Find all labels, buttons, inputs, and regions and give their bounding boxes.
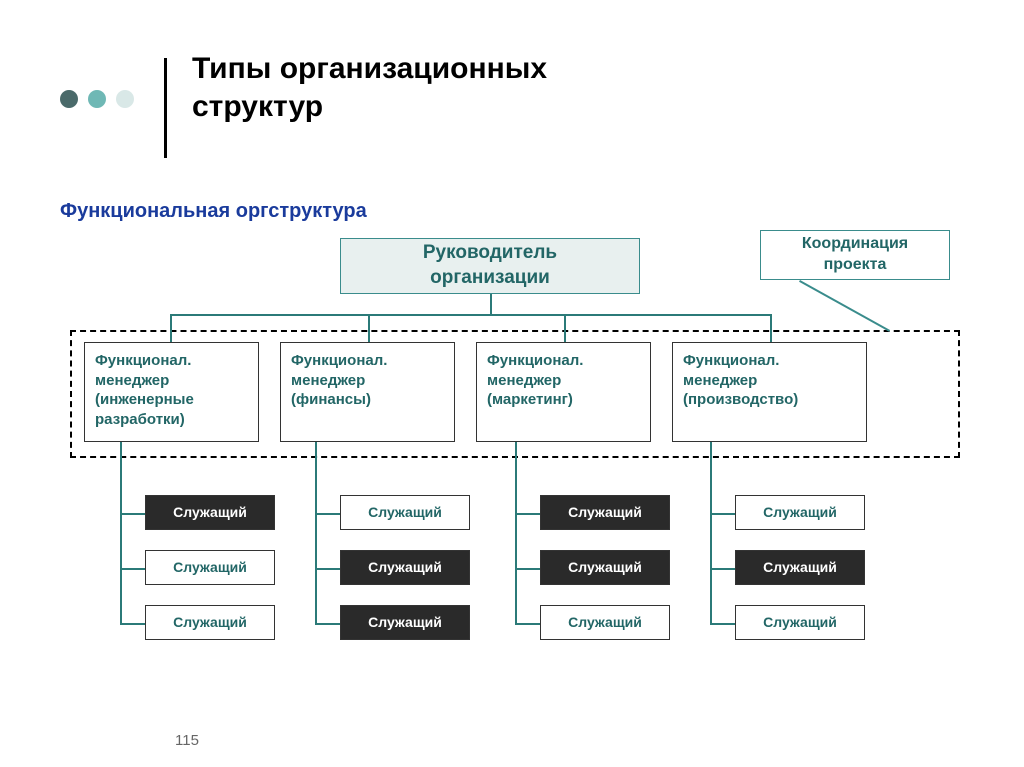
- employee-node-1-1: Служащий: [340, 550, 470, 585]
- manager-node-1: Функционал.менеджер(финансы): [280, 342, 455, 442]
- slide-title: Типы организационных структур: [192, 50, 547, 125]
- subtitle-text: Функциональная оргструктура: [60, 200, 367, 222]
- connector: [770, 314, 772, 342]
- connector: [368, 314, 370, 342]
- employee-node-3-2: Служащий: [735, 605, 865, 640]
- employee-node-0-2: Служащий: [145, 605, 275, 640]
- connector: [710, 513, 735, 515]
- connector: [120, 568, 145, 570]
- employee-node-1-0: Служащий: [340, 495, 470, 530]
- coordination-node: Координацияпроекта: [760, 230, 950, 280]
- connector: [120, 513, 145, 515]
- connector: [490, 294, 492, 314]
- connector: [515, 513, 540, 515]
- manager-node-3: Функционал.менеджер(производство): [672, 342, 867, 442]
- bullet-1: [60, 90, 78, 108]
- employee-node-2-1: Служащий: [540, 550, 670, 585]
- connector: [170, 314, 772, 316]
- leader-node: Руководительорганизации: [340, 238, 640, 294]
- connector: [710, 623, 735, 625]
- employee-node-0-1: Служащий: [145, 550, 275, 585]
- employee-node-3-0: Служащий: [735, 495, 865, 530]
- title-line-2: структур: [192, 90, 323, 123]
- manager-node-2: Функционал.менеджер(маркетинг): [476, 342, 651, 442]
- coord-connector: [799, 280, 890, 332]
- employee-node-2-2: Служащий: [540, 605, 670, 640]
- connector: [315, 442, 317, 623]
- employee-node-1-2: Служащий: [340, 605, 470, 640]
- connector: [120, 442, 122, 623]
- employee-node-0-0: Служащий: [145, 495, 275, 530]
- bullet-row: [60, 90, 134, 108]
- connector: [315, 513, 340, 515]
- connector: [710, 568, 735, 570]
- employee-node-2-0: Служащий: [540, 495, 670, 530]
- connector: [710, 442, 712, 623]
- page-number: 115: [175, 732, 199, 749]
- connector: [315, 568, 340, 570]
- employee-node-3-1: Служащий: [735, 550, 865, 585]
- slide-header: Типы организационных структур: [60, 50, 547, 158]
- bullet-2: [88, 90, 106, 108]
- connector: [170, 314, 172, 342]
- connector: [564, 314, 566, 342]
- connector: [515, 442, 517, 623]
- title-line-1: Типы организационных: [192, 52, 547, 85]
- title-divider: [164, 58, 167, 158]
- connector: [315, 623, 340, 625]
- org-chart: Руководительорганизации Координацияпроект…: [70, 230, 970, 710]
- bullet-3: [116, 90, 134, 108]
- subtitle: Функциональная оргструктура: [60, 200, 367, 223]
- connector: [120, 623, 145, 625]
- manager-node-0: Функционал.менеджер(инженерныеразработки…: [84, 342, 259, 442]
- connector: [515, 623, 540, 625]
- connector: [515, 568, 540, 570]
